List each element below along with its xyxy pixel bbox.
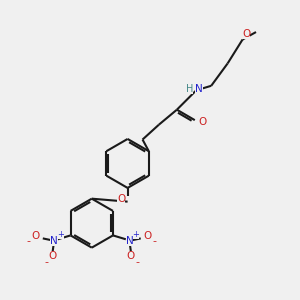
Text: O: O bbox=[198, 117, 206, 127]
Text: -: - bbox=[44, 257, 48, 267]
Text: O: O bbox=[32, 231, 40, 241]
Text: N: N bbox=[195, 84, 203, 94]
Text: O: O bbox=[144, 231, 152, 241]
Text: O: O bbox=[127, 251, 135, 261]
Text: O: O bbox=[49, 251, 57, 261]
Text: +: + bbox=[133, 230, 140, 239]
Text: -: - bbox=[153, 236, 157, 246]
Text: O: O bbox=[117, 194, 125, 204]
Text: +: + bbox=[57, 230, 64, 239]
Text: -: - bbox=[136, 257, 140, 267]
Text: N: N bbox=[50, 236, 58, 246]
Text: N: N bbox=[125, 236, 133, 246]
Text: O: O bbox=[242, 29, 250, 39]
Text: -: - bbox=[27, 236, 31, 246]
Text: H: H bbox=[186, 84, 194, 94]
